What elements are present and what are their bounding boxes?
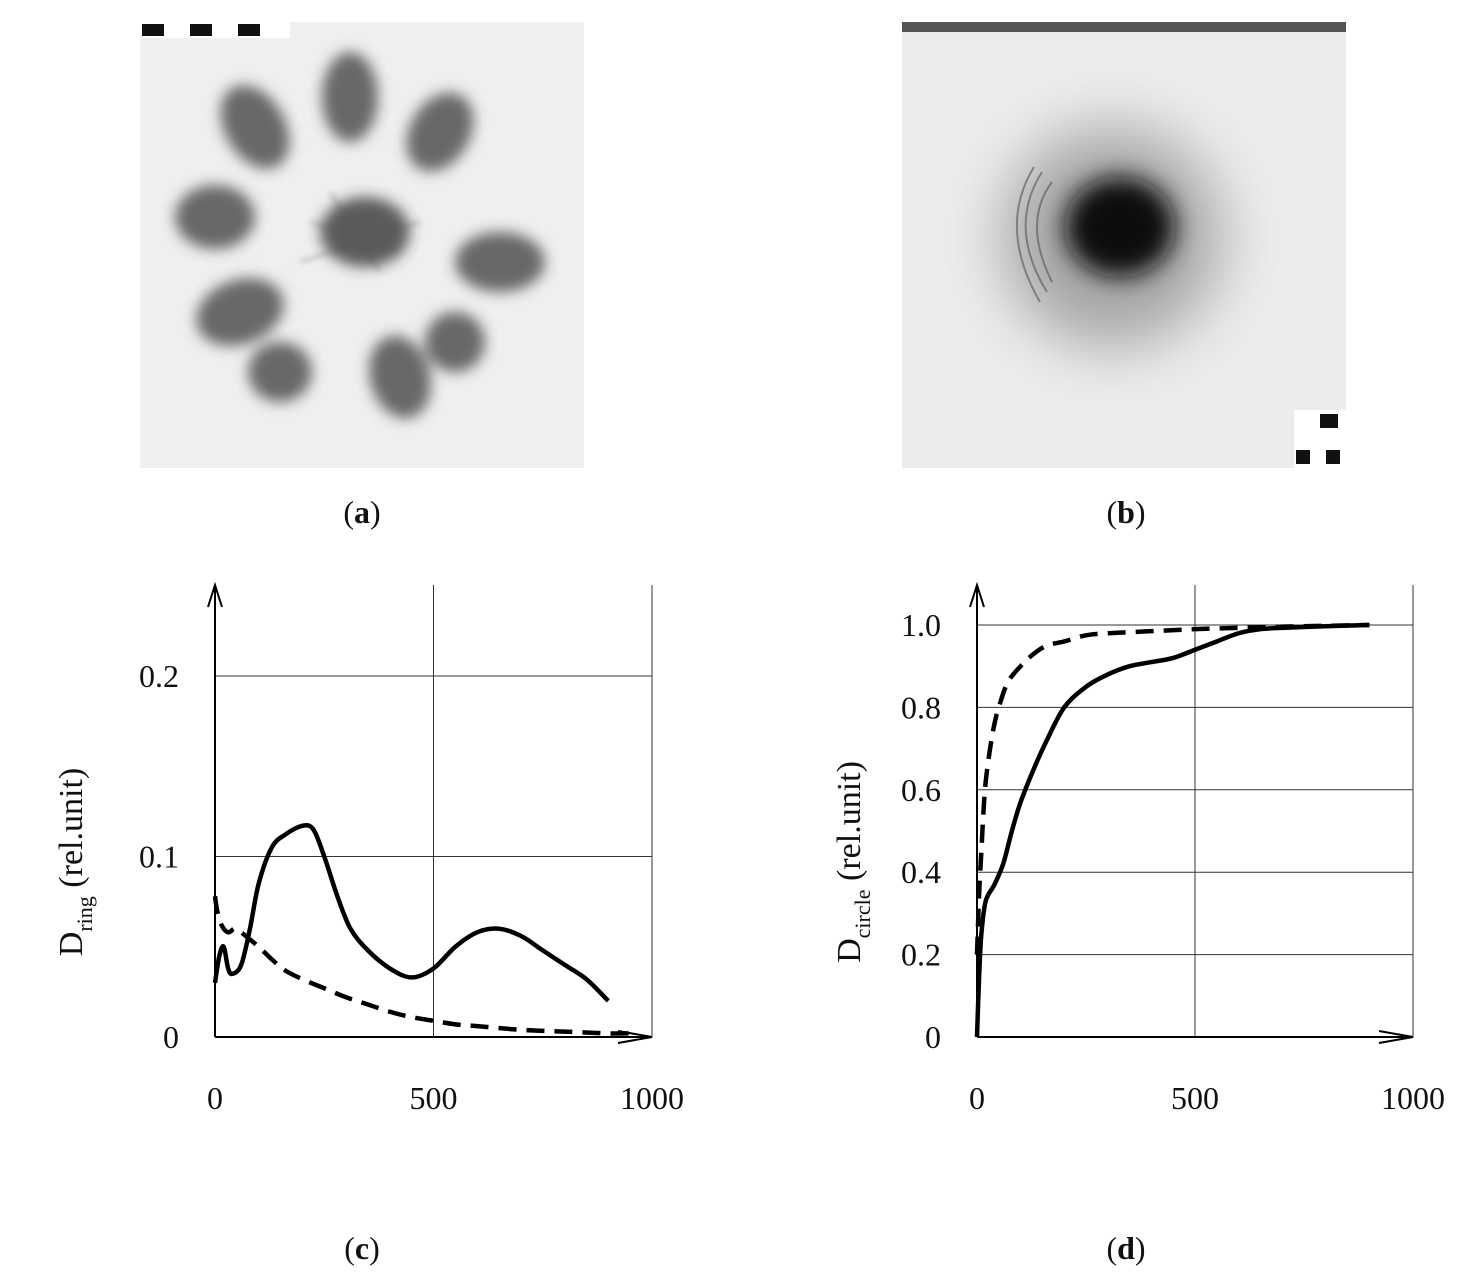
y-axis-arrow (969, 581, 985, 608)
y-tick-label: 0.1 (139, 839, 179, 875)
y-tick-label: 0.4 (901, 854, 941, 890)
chart-c-dring: 00.10.205001000R (pixel)Dring (rel.unit) (53, 581, 684, 1116)
y-tick-label: 0.2 (901, 937, 941, 973)
y-axis-label: Dring (rel.unit) (53, 768, 97, 956)
y-tick-label: 0.2 (139, 658, 179, 694)
photo-a-ring-pattern (140, 22, 584, 468)
x-tick-label: 0 (969, 1080, 985, 1116)
chart-d-dcircle: 00.20.40.60.81.005001000R (pixel)Dcircle… (831, 581, 1445, 1116)
x-tick-label: 500 (410, 1080, 458, 1116)
y-tick-label: 0 (163, 1019, 179, 1055)
ring-pattern-image (140, 22, 584, 468)
x-tick-label: 1000 (620, 1080, 684, 1116)
series-line-dashed (974, 622, 1370, 955)
y-axis-arrow (207, 581, 223, 608)
x-tick-label: 1000 (1381, 1080, 1445, 1116)
x-tick-label: 0 (207, 1080, 223, 1116)
x-axis-arrow (1378, 1030, 1414, 1044)
series-line-dashed (212, 895, 631, 1036)
photo-b-circle-pattern (902, 22, 1346, 468)
series-line-solid (974, 622, 1370, 1038)
y-tick-label: 0 (925, 1019, 941, 1055)
panel-label-a: (a) (343, 494, 381, 530)
y-tick-label: 0.6 (901, 772, 941, 808)
x-axis-arrow (617, 1030, 653, 1044)
panel-label-b: (b) (1106, 494, 1146, 530)
circle-pattern-image (902, 22, 1346, 468)
panel-label-d: (d) (1106, 1230, 1146, 1266)
y-tick-label: 1.0 (901, 607, 941, 643)
x-tick-label: 500 (1171, 1080, 1219, 1116)
y-axis-label: Dcircle (rel.unit) (831, 761, 875, 963)
y-tick-label: 0.8 (901, 689, 941, 725)
series-line-solid (212, 822, 610, 1003)
panel-label-c: (c) (344, 1230, 380, 1266)
